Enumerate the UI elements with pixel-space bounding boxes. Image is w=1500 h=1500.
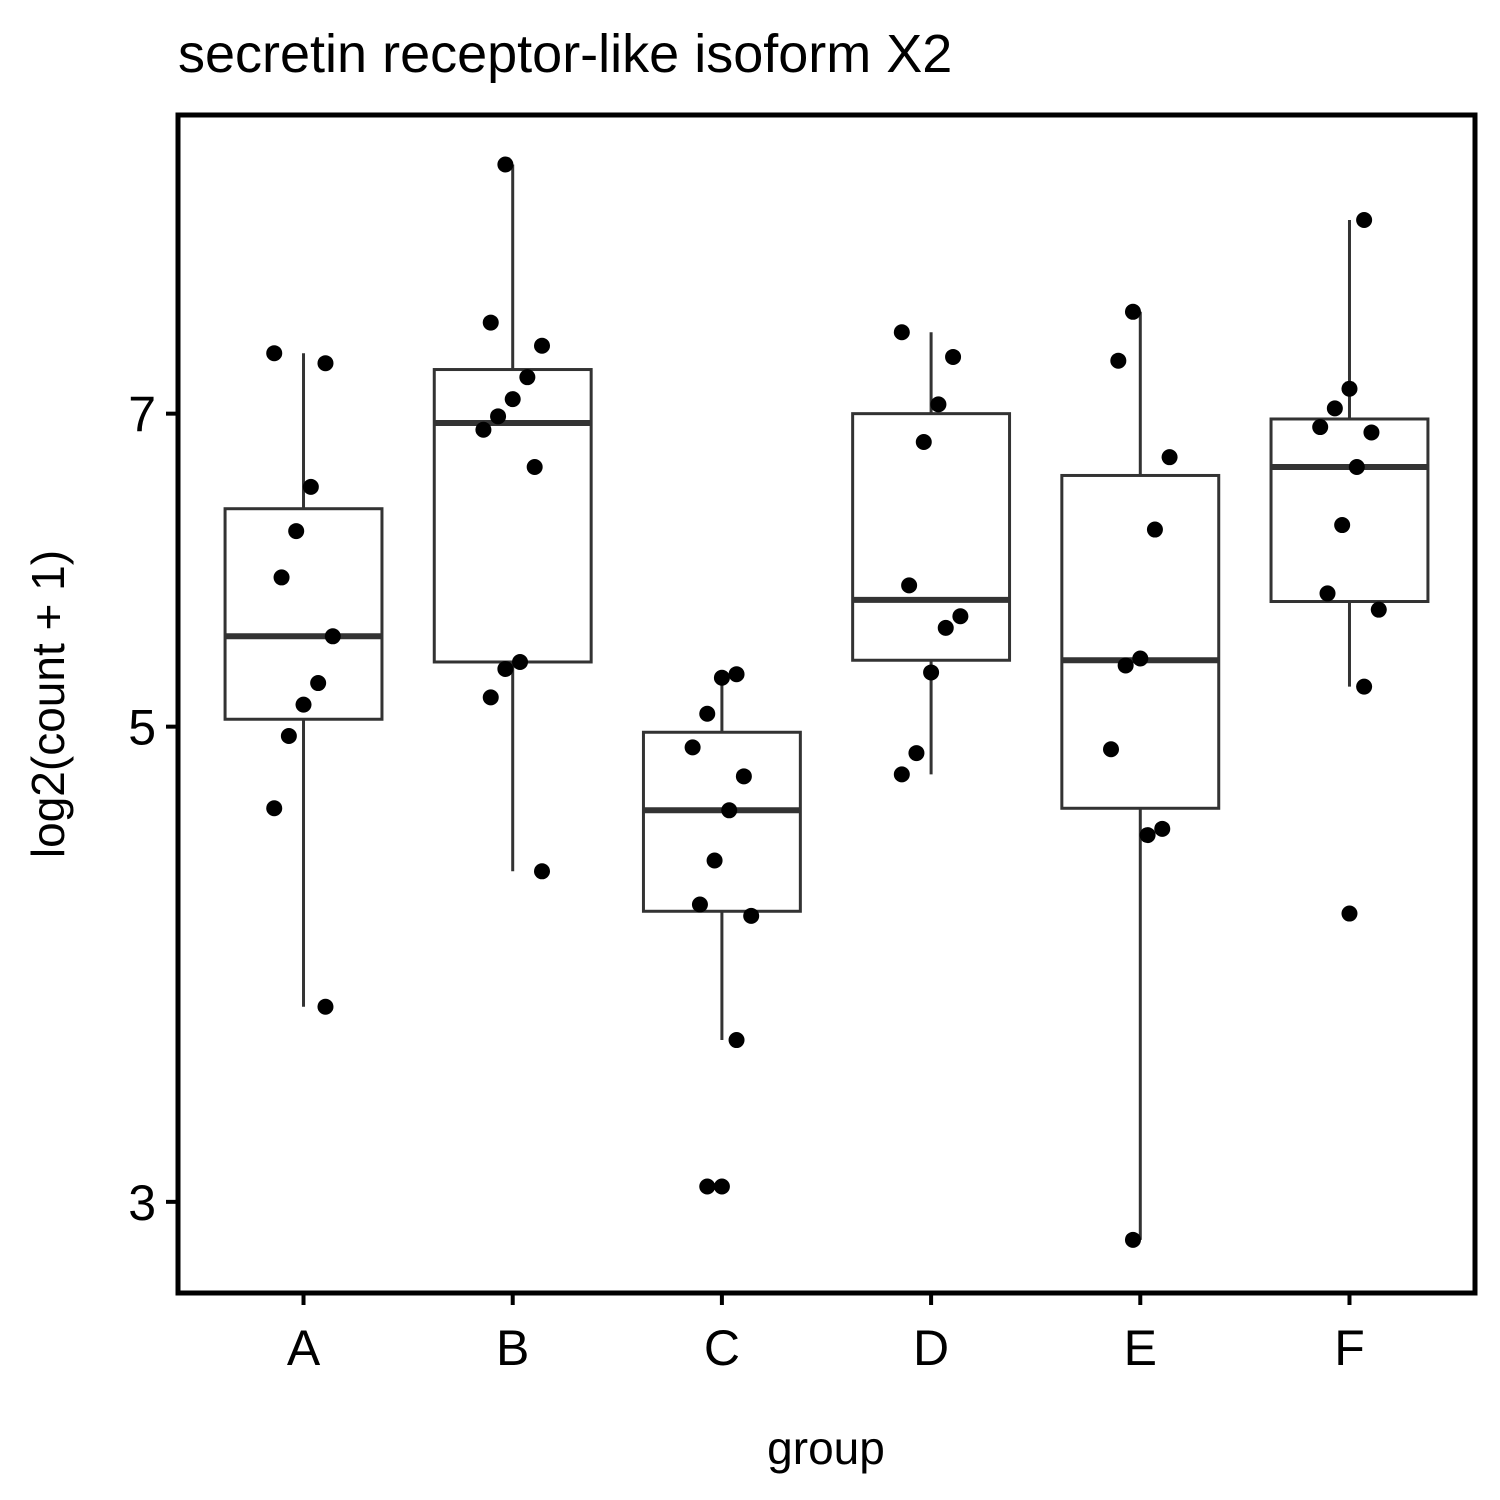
y-tick-label: 3 [128, 1175, 156, 1231]
panel-border [175, 112, 1478, 1296]
point [302, 478, 319, 495]
y-axis-label: log2(count + 1) [22, 550, 74, 858]
point [1312, 419, 1329, 436]
point [1348, 458, 1365, 475]
box [223, 507, 384, 721]
point [497, 156, 514, 173]
point [295, 696, 312, 713]
point [1117, 657, 1134, 674]
x-tick-label: A [287, 1320, 321, 1376]
box [1060, 473, 1221, 810]
x-tick-label: D [913, 1320, 949, 1376]
point [1124, 303, 1141, 320]
point [945, 348, 962, 365]
point [699, 705, 716, 722]
point [266, 345, 283, 362]
x-tick-label: F [1334, 1320, 1365, 1376]
point [893, 324, 910, 341]
point [482, 689, 499, 706]
y-tick-label: 5 [128, 700, 156, 756]
point [735, 768, 752, 785]
point [728, 666, 745, 683]
point [923, 664, 940, 681]
point [691, 896, 708, 913]
point [1161, 449, 1178, 466]
box [432, 368, 593, 664]
point [937, 619, 954, 636]
point [1341, 905, 1358, 922]
x-tick-label: E [1124, 1320, 1157, 1376]
point [482, 314, 499, 331]
point [519, 369, 536, 386]
point [490, 408, 507, 425]
point [706, 852, 723, 869]
point [1356, 211, 1373, 228]
point [280, 728, 297, 745]
point [526, 458, 543, 475]
point [699, 1178, 716, 1195]
point [1146, 521, 1163, 538]
point [1110, 352, 1127, 369]
chart-title: secretin receptor-like isoform X2 [178, 24, 952, 84]
box [851, 412, 1012, 662]
point [1356, 678, 1373, 695]
point [475, 421, 492, 438]
point [1154, 820, 1171, 837]
x-tick-label: B [496, 1320, 529, 1376]
point [721, 802, 738, 819]
point [743, 907, 760, 924]
point [901, 577, 918, 594]
point [317, 355, 334, 372]
point [1319, 585, 1336, 602]
point [266, 800, 283, 817]
y-tick-label: 7 [128, 387, 156, 443]
point [497, 660, 514, 677]
point [1103, 741, 1120, 758]
point [288, 523, 305, 540]
point [952, 608, 969, 625]
point [1370, 601, 1387, 618]
x-tick-label: C [704, 1320, 740, 1376]
point [930, 396, 947, 413]
point [728, 1032, 745, 1049]
point [1334, 517, 1351, 534]
point [1124, 1231, 1141, 1248]
point [533, 337, 550, 354]
point [713, 1178, 730, 1195]
box [1269, 417, 1430, 604]
point [317, 998, 334, 1015]
point [915, 433, 932, 450]
point [533, 863, 550, 880]
point [908, 745, 925, 762]
point [310, 675, 327, 692]
point [512, 653, 529, 670]
point [713, 669, 730, 686]
point [273, 569, 290, 586]
point [504, 391, 521, 408]
box [641, 730, 802, 913]
point [1341, 380, 1358, 397]
x-axis-label: group [767, 1422, 885, 1474]
point [1132, 650, 1149, 667]
point [1326, 400, 1343, 417]
point [893, 766, 910, 783]
point [324, 628, 341, 645]
point [1363, 424, 1380, 441]
point [684, 739, 701, 756]
point [1139, 827, 1156, 844]
